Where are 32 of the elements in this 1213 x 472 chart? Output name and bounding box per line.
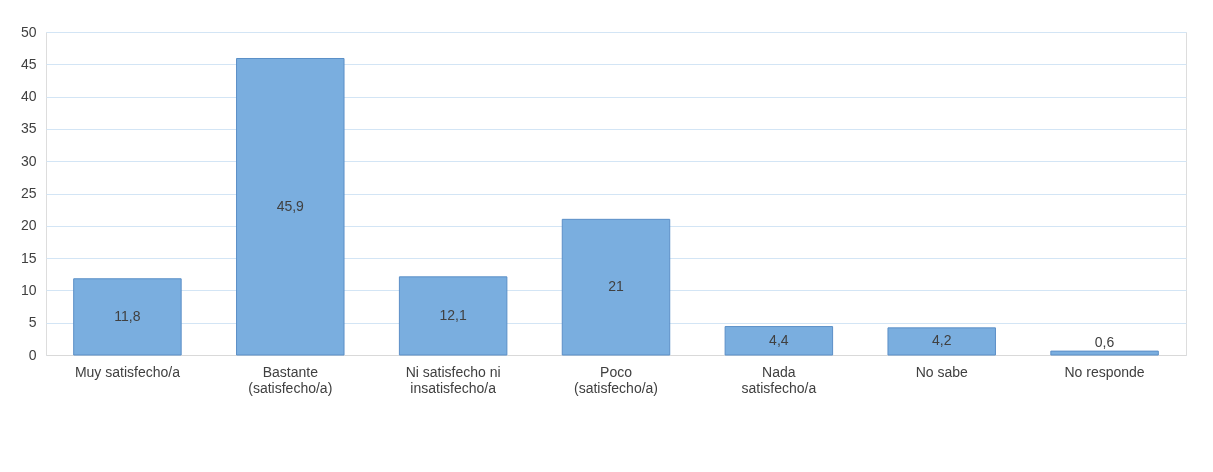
bar xyxy=(887,327,996,356)
y-tick-label: 15 xyxy=(20,249,37,266)
y-tick-label: 20 xyxy=(20,217,37,234)
bar xyxy=(561,218,671,356)
x-tick-label: Muy satisfecho/a xyxy=(74,363,181,380)
bar xyxy=(236,57,345,356)
data-label: 4,2 xyxy=(931,332,952,349)
bar xyxy=(73,278,182,356)
y-tick-label: 45 xyxy=(20,55,37,72)
bar xyxy=(398,276,508,356)
data-label: 21 xyxy=(608,278,624,295)
x-tick-label: Nada satisfecho/a xyxy=(741,363,817,396)
x-tick-label: No responde xyxy=(1064,363,1145,380)
data-label: 11,8 xyxy=(114,307,141,324)
y-tick-label: 50 xyxy=(20,23,37,40)
x-tick-label: Ni satisfecho ni insatisfecho/a xyxy=(405,363,501,396)
x-tick-label: Poco (satisfecho/a) xyxy=(573,363,659,396)
x-tick-label: Bastante (satisfecho/a) xyxy=(248,363,333,396)
y-tick-label: 35 xyxy=(20,120,37,137)
data-label: 0,6 xyxy=(1094,334,1115,351)
y-tick-label: 30 xyxy=(20,152,37,169)
y-tick-label: 10 xyxy=(20,281,37,298)
data-label: 4,4 xyxy=(769,331,789,348)
bar xyxy=(724,326,834,356)
x-tick-label: No sabe xyxy=(915,363,968,380)
y-tick-label: 25 xyxy=(20,185,37,201)
data-label: 45,9 xyxy=(276,197,305,214)
y-tick-label: 0 xyxy=(28,346,37,363)
y-tick-label: 5 xyxy=(28,314,37,331)
data-label: 12,1 xyxy=(439,306,467,323)
bar xyxy=(1050,350,1159,356)
y-tick-label: 40 xyxy=(20,88,37,105)
